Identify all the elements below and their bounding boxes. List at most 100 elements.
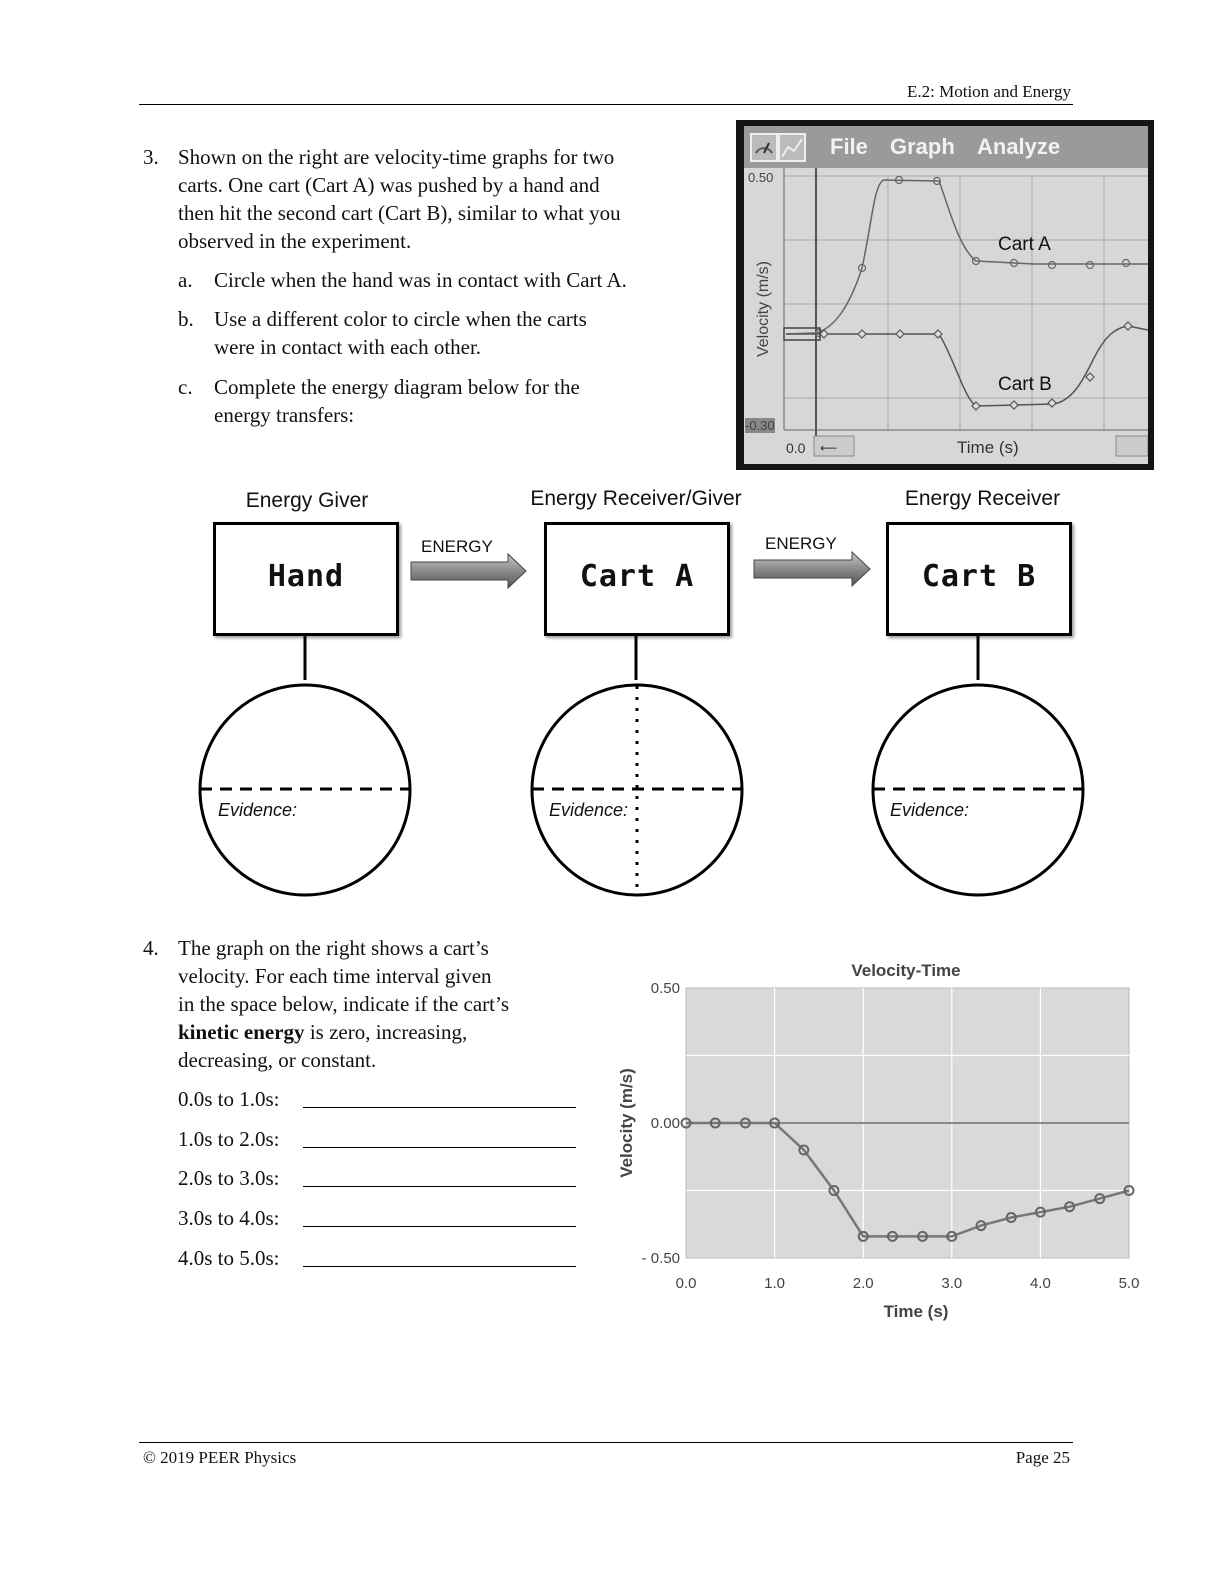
question-4-line: in the space below, indicate if the cart… [178, 992, 510, 1016]
giver-box: Hand [213, 522, 399, 636]
meter-icon [750, 133, 806, 162]
interval-label-4: 3.0s to 4.0s: [178, 1206, 280, 1230]
menu-analyze[interactable]: Analyze [977, 134, 1061, 159]
data-point [769, 1117, 781, 1129]
logger-x-start-label: 0.0 [786, 440, 806, 456]
interval-label-2: 1.0s to 2.0s: [178, 1127, 280, 1151]
question-3-line: then hit the second cart (Cart B), simil… [178, 201, 621, 225]
interval-label-5: 4.0s to 5.0s: [178, 1246, 280, 1270]
receiver-giver-box: Cart A [544, 522, 730, 636]
logger-ymin-label: -0.30 [745, 418, 775, 433]
logger-menu-bar: File Graph Analyze [744, 126, 1148, 168]
part-c-line: energy transfers: [214, 403, 355, 427]
copyright: © 2019 PEER Physics [143, 1448, 297, 1467]
giver-box-text: Hand [267, 559, 345, 594]
energy-arrow-label-2: ENERGY [765, 534, 837, 553]
data-point [1094, 1193, 1106, 1205]
receiver-box-text: Cart B [921, 559, 1037, 594]
chart-title: Velocity-Time [851, 961, 960, 980]
logger-x-axis-label: Time (s) [957, 438, 1019, 457]
receiver-giver-evidence-label: Evidence: [549, 800, 629, 820]
interval-label-3: 2.0s to 3.0s: [178, 1166, 280, 1190]
answer-line-1[interactable] [303, 1107, 576, 1108]
part-c-text: Complete the energy diagram below for th… [214, 373, 724, 429]
data-point [1064, 1201, 1076, 1213]
header-rule [139, 104, 1073, 105]
question-4-line: The graph on the right shows a cart’s [178, 936, 489, 960]
x-tick-label: 4.0 [1030, 1275, 1051, 1292]
data-point [857, 1230, 869, 1242]
page-number: Page 25 [1015, 1448, 1070, 1467]
part-a-letter: a. [178, 268, 193, 292]
logger-graph: ⟵ [783, 168, 1148, 457]
question-3-line: carts. One cart (Cart A) was pushed by a… [178, 173, 600, 197]
running-header: E.2: Motion and Energy [907, 82, 1071, 101]
menu-graph[interactable]: Graph [890, 134, 955, 159]
y-tick-label: 0.00 [651, 1115, 680, 1132]
x-tick-label: 0.0 [676, 1275, 697, 1292]
part-b-line: were in contact with each other. [214, 335, 482, 359]
answer-line-3[interactable] [303, 1186, 576, 1187]
receiver-giver-box-text: Cart A [579, 559, 695, 594]
energy-arrow-label-1: ENERGY [421, 537, 493, 556]
x-tick-label: 3.0 [941, 1275, 962, 1292]
part-a-text: Circle when the hand was in contact with… [214, 268, 627, 292]
part-c-line: Complete the energy diagram below for th… [214, 375, 580, 399]
cart-b-curve-label: Cart B [998, 374, 1052, 395]
data-point [917, 1230, 929, 1242]
role-energy-receiver-giver: Energy Receiver/Giver [530, 487, 742, 510]
x-tick-label: 5.0 [1119, 1275, 1140, 1292]
question-3-line: Shown on the right are velocity-time gra… [178, 145, 615, 169]
data-point [739, 1117, 751, 1129]
data-point [680, 1117, 692, 1129]
question-4-line: decreasing, or constant. [178, 1048, 377, 1072]
velocity-time-chart: 0.0 1.0 2.0 3.0 4.0 5.0 0.50 0.00 - 0.50 Velocit… [617, 961, 1140, 1321]
logger-ymax-label: 0.50 [748, 170, 774, 185]
part-c-letter: c. [178, 375, 193, 399]
logger-screen: File Graph Analyze [744, 126, 1148, 464]
part-b-text: Use a different color to circle when the… [214, 305, 724, 361]
question-3-line: observed in the experiment. [178, 229, 412, 253]
receiver-evidence-label: Evidence: [890, 800, 970, 820]
question-4-line: velocity. For each time interval given [178, 964, 492, 988]
x-tick-label: 2.0 [853, 1275, 874, 1292]
y-tick-label: - 0.50 [642, 1250, 680, 1267]
role-energy-giver: Energy Giver [245, 489, 369, 512]
kinetic-energy-bold: kinetic energy [178, 1020, 305, 1044]
data-point [1005, 1212, 1017, 1223]
question-4-line-rest: is zero, increasing, [304, 1020, 468, 1044]
data-point [1123, 1185, 1135, 1196]
data-point [946, 1230, 958, 1242]
role-energy-receiver: Energy Receiver [904, 487, 1061, 510]
data-point [975, 1220, 987, 1232]
energy-arrow-1 [410, 552, 527, 590]
x-tick-label: 1.0 [764, 1275, 785, 1292]
answer-line-4[interactable] [303, 1226, 576, 1227]
y-tick-label: 0.50 [651, 980, 680, 997]
svg-text:⟵: ⟵ [820, 441, 837, 455]
question-4-text: The graph on the right shows a cart’s ve… [178, 934, 588, 1074]
data-point [798, 1144, 810, 1156]
question-3-text: Shown on the right are velocity-time gra… [178, 143, 723, 255]
data-point [886, 1230, 898, 1242]
data-point [709, 1117, 721, 1129]
x-axis-label: Time (s) [884, 1302, 949, 1321]
y-axis-label: Velocity (m/s) [617, 1068, 636, 1178]
answer-line-2[interactable] [303, 1147, 576, 1148]
energy-arrow-2 [753, 550, 871, 588]
giver-evidence-label: Evidence: [218, 800, 298, 820]
interval-label-1: 0.0s to 1.0s: [178, 1087, 280, 1111]
question-3-number: 3. [143, 145, 159, 169]
velocity-series-line [686, 1121, 1130, 1238]
question-4-number: 4. [143, 936, 159, 960]
part-b-line: Use a different color to circle when the… [214, 307, 587, 331]
menu-file[interactable]: File [830, 134, 868, 159]
data-point [1034, 1206, 1046, 1218]
cart-a-curve-label: Cart A [998, 234, 1051, 255]
answer-line-5[interactable] [303, 1266, 576, 1267]
data-point [828, 1185, 840, 1196]
footer-rule [139, 1442, 1073, 1443]
question-4-line: kinetic energy is zero, increasing, [178, 1018, 588, 1046]
part-b-letter: b. [178, 307, 194, 331]
